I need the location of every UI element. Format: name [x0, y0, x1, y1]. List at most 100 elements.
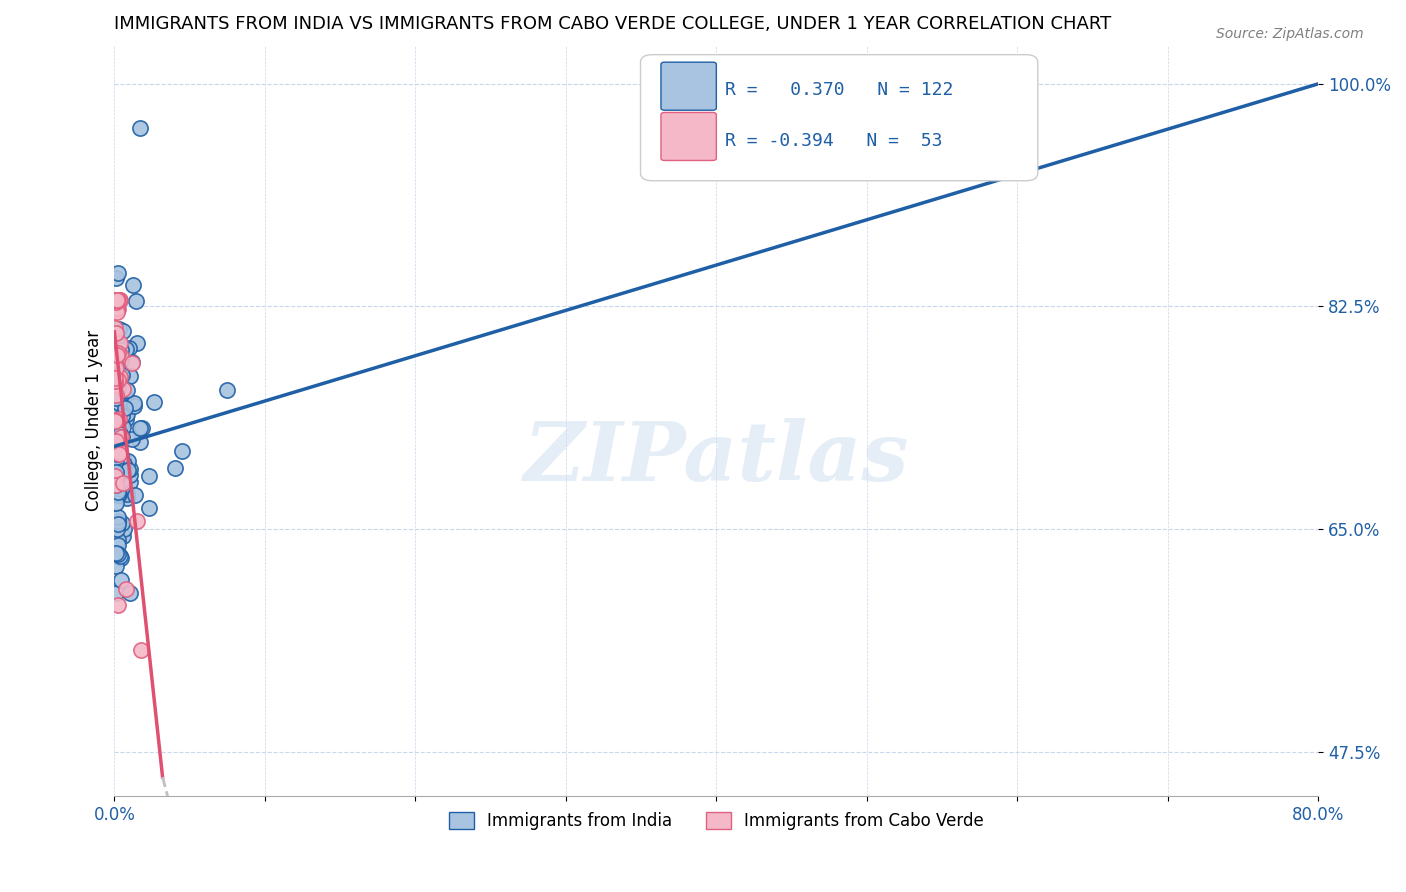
Point — [108, 549, 131, 563]
Text: ZIPatlas: ZIPatlas — [523, 418, 910, 499]
Point — [114, 467, 136, 481]
Point — [107, 402, 129, 417]
Point — [107, 395, 129, 409]
Point — [122, 277, 145, 292]
Point — [117, 463, 139, 477]
Point — [115, 582, 138, 596]
Point — [107, 488, 129, 502]
Point — [104, 468, 127, 483]
Point — [104, 401, 127, 415]
Point — [105, 379, 128, 393]
Point — [105, 293, 128, 307]
Point — [110, 417, 132, 431]
Point — [107, 352, 129, 367]
Point — [104, 458, 127, 473]
Point — [104, 401, 127, 415]
Point — [111, 529, 134, 543]
Point — [107, 266, 129, 280]
Point — [108, 411, 131, 425]
Point — [110, 430, 132, 444]
Point — [125, 293, 148, 308]
Point — [129, 421, 152, 435]
Point — [121, 432, 143, 446]
Point — [112, 382, 135, 396]
Point — [104, 463, 127, 477]
Point — [107, 517, 129, 532]
Point — [112, 522, 135, 536]
Point — [117, 384, 139, 398]
Point — [125, 335, 148, 350]
Y-axis label: College, Under 1 year: College, Under 1 year — [86, 330, 103, 511]
Point — [107, 399, 129, 413]
Point — [107, 547, 129, 561]
Point — [105, 447, 128, 461]
Point — [107, 429, 129, 443]
Point — [108, 336, 131, 351]
Point — [115, 407, 138, 421]
Point — [104, 374, 127, 388]
Point — [115, 342, 138, 356]
Point — [114, 390, 136, 404]
Point — [108, 516, 131, 531]
Point — [110, 550, 132, 565]
Point — [107, 378, 129, 392]
FancyBboxPatch shape — [641, 54, 1038, 181]
Point — [110, 353, 132, 368]
Point — [112, 387, 135, 401]
Point — [118, 341, 141, 355]
Point — [107, 514, 129, 528]
Point — [105, 305, 128, 319]
Point — [104, 413, 127, 427]
Point — [105, 416, 128, 430]
Point — [104, 442, 127, 457]
Point — [104, 486, 127, 500]
Point — [110, 435, 132, 450]
Point — [108, 293, 131, 307]
Point — [108, 426, 131, 441]
Point — [111, 473, 134, 487]
Point — [104, 414, 127, 428]
Point — [107, 455, 129, 469]
Point — [107, 322, 129, 336]
Point — [120, 585, 142, 599]
Point — [104, 293, 127, 308]
Point — [105, 293, 128, 307]
Point — [107, 373, 129, 387]
Point — [104, 419, 127, 434]
Point — [108, 293, 131, 307]
Point — [104, 379, 127, 393]
Point — [108, 487, 131, 501]
Point — [104, 391, 127, 405]
Point — [121, 354, 143, 368]
Point — [105, 477, 128, 491]
Text: R =   0.370   N = 122: R = 0.370 N = 122 — [724, 81, 953, 99]
Point — [131, 421, 153, 435]
Point — [111, 409, 134, 423]
Point — [105, 460, 128, 475]
Point — [111, 349, 134, 363]
Point — [108, 293, 131, 307]
Point — [107, 345, 129, 359]
Point — [104, 355, 127, 369]
Legend: Immigrants from India, Immigrants from Cabo Verde: Immigrants from India, Immigrants from C… — [443, 805, 990, 837]
Point — [138, 500, 160, 515]
Point — [110, 573, 132, 587]
Point — [105, 293, 128, 307]
Point — [104, 357, 127, 371]
Point — [103, 293, 125, 307]
Point — [110, 416, 132, 430]
Point — [110, 371, 132, 385]
Point — [121, 356, 143, 370]
Point — [110, 516, 132, 530]
Point — [104, 496, 127, 510]
Point — [110, 444, 132, 458]
Point — [111, 452, 134, 467]
Point — [107, 293, 129, 307]
Point — [108, 430, 131, 444]
Point — [104, 301, 127, 316]
Point — [120, 468, 142, 483]
Point — [107, 533, 129, 548]
Point — [114, 401, 136, 415]
Point — [118, 475, 141, 489]
Point — [111, 419, 134, 434]
